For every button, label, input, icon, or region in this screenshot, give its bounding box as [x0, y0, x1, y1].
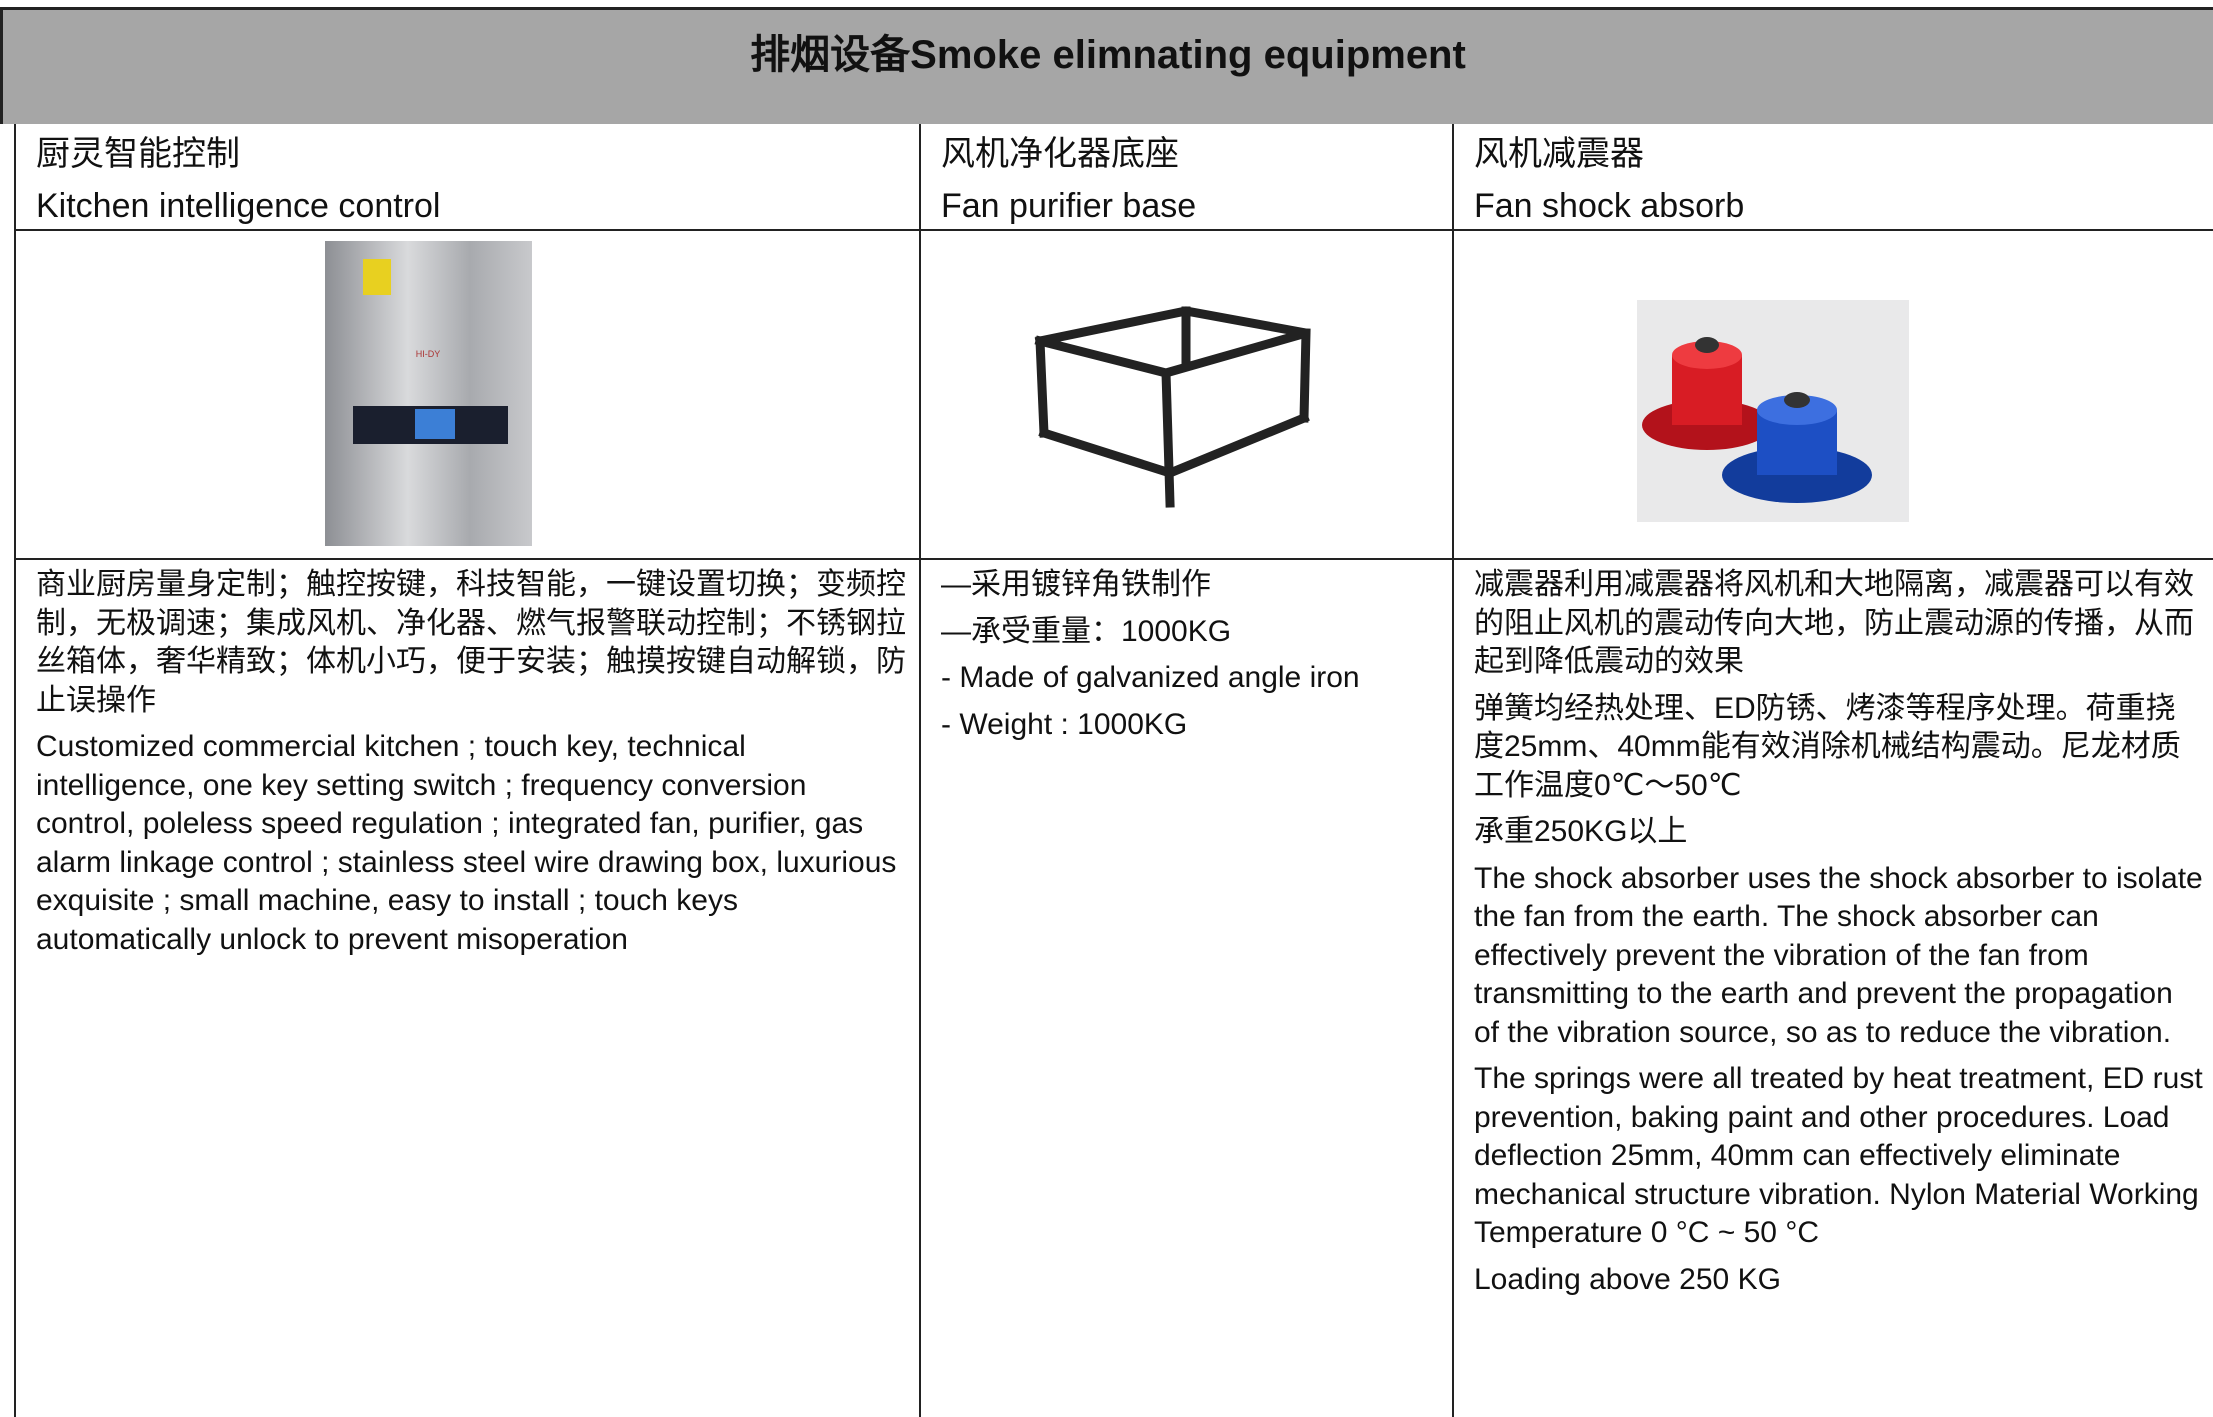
- paragraph: 承重250KG以上: [1474, 815, 1688, 848]
- border: [1452, 124, 1454, 1417]
- controller-image: HI-DY: [325, 241, 532, 546]
- name-en: Kitchen intelligence control: [36, 187, 441, 225]
- column-header: 风机净化器底座 Fan purifier base: [921, 128, 1451, 232]
- paragraph: —采用镀锌角铁制作: [941, 568, 1211, 601]
- svg-text:HI-DY: HI-DY: [416, 349, 441, 359]
- name-zh: 厨灵智能控制: [36, 135, 240, 173]
- header: 排烟设备Smoke elimnating equipment: [0, 7, 2213, 124]
- name-en: Fan purifier base: [941, 187, 1197, 225]
- column-header: 风机减震器 Fan shock absorb: [1454, 128, 2213, 232]
- paragraph: Customized commercial kitchen ; touch ke…: [36, 730, 897, 956]
- paragraph: 减震器利用减震器将风机和大地隔离，减震器可以有效的阻止风机的震动传向大地，防止震…: [1474, 568, 2194, 678]
- border: [14, 229, 2213, 231]
- border: [14, 124, 16, 1417]
- paragraph: Loading above 250 KG: [1474, 1262, 1781, 1296]
- name-zh: 风机净化器底座: [941, 135, 1179, 173]
- paragraph: The shock absorber uses the shock absorb…: [1474, 861, 2203, 1049]
- border: [919, 124, 921, 1417]
- name-en: Fan shock absorb: [1474, 187, 1745, 225]
- description: —采用镀锌角铁制作 —承受重量：1000KG - Made of galvanize…: [921, 566, 1443, 752]
- column-header: 厨灵智能控制 Kitchen intelligence control: [16, 128, 916, 232]
- absorber-image: [1637, 300, 1909, 522]
- description: 减震器利用减震器将风机和大地隔离，减震器可以有效的阻止风机的震动传向大地，防止震…: [1454, 566, 2205, 1307]
- name-zh: 风机减震器: [1474, 135, 1644, 173]
- paragraph: - Made of galvanized angle iron: [941, 661, 1360, 694]
- border: [14, 558, 2213, 560]
- paragraph: The springs were all treated by heat tre…: [1474, 1062, 2203, 1249]
- description: 商业厨房量身定制；触控按键，科技智能，一键设置切换；变频控制，无极调速；集成风机…: [16, 566, 908, 967]
- base-image: [1034, 306, 1311, 508]
- paragraph: - Weight : 1000KG: [941, 707, 1188, 741]
- paragraph: —承受重量：1000KG: [941, 614, 1232, 648]
- paragraph: 商业厨房量身定制；触控按键，科技智能，一键设置切换；变频控制，无极调速；集成风机…: [36, 568, 906, 717]
- paragraph: 弹簧均经热处理、ED防锈、烤漆等程序处理。荷重挠度25mm、40mm能有效消除机…: [1474, 691, 2181, 802]
- title: 排烟设备Smoke elimnating equipment: [750, 33, 1466, 77]
